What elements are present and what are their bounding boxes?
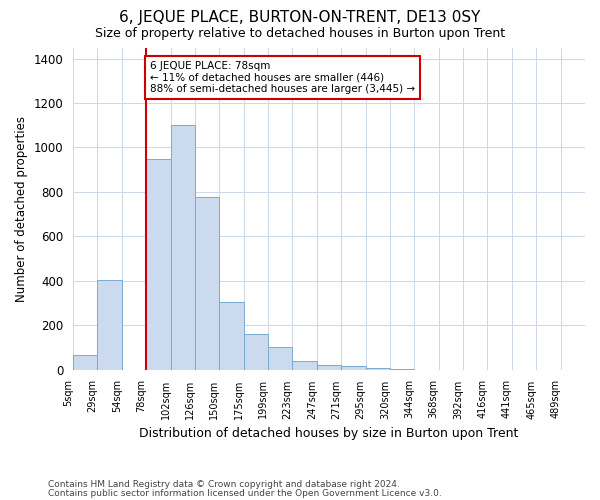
Bar (97, 280, 122, 370)
Bar (170, 125, 195, 370)
Bar (244, 334, 268, 370)
Bar (195, 198, 220, 370)
Text: Contains HM Land Registry data © Crown copyright and database right 2024.: Contains HM Land Registry data © Crown c… (48, 480, 400, 489)
Text: Size of property relative to detached houses in Burton upon Trent: Size of property relative to detached ho… (95, 28, 505, 40)
Bar (220, 302, 244, 370)
X-axis label: Distribution of detached houses by size in Burton upon Trent: Distribution of detached houses by size … (139, 427, 519, 440)
Text: Contains public sector information licensed under the Open Government Licence v3: Contains public sector information licen… (48, 488, 442, 498)
Y-axis label: Number of detached properties: Number of detached properties (15, 116, 28, 302)
Bar (73, 355, 97, 370)
Bar (341, 366, 365, 370)
Bar (365, 368, 390, 370)
Bar (292, 360, 317, 370)
Bar (317, 365, 341, 370)
Text: 6 JEQUE PLACE: 78sqm
← 11% of detached houses are smaller (446)
88% of semi-deta: 6 JEQUE PLACE: 78sqm ← 11% of detached h… (150, 61, 415, 94)
Bar (146, 158, 170, 370)
Bar (268, 348, 292, 370)
Text: 6, JEQUE PLACE, BURTON-ON-TRENT, DE13 0SY: 6, JEQUE PLACE, BURTON-ON-TRENT, DE13 0S… (119, 10, 481, 25)
